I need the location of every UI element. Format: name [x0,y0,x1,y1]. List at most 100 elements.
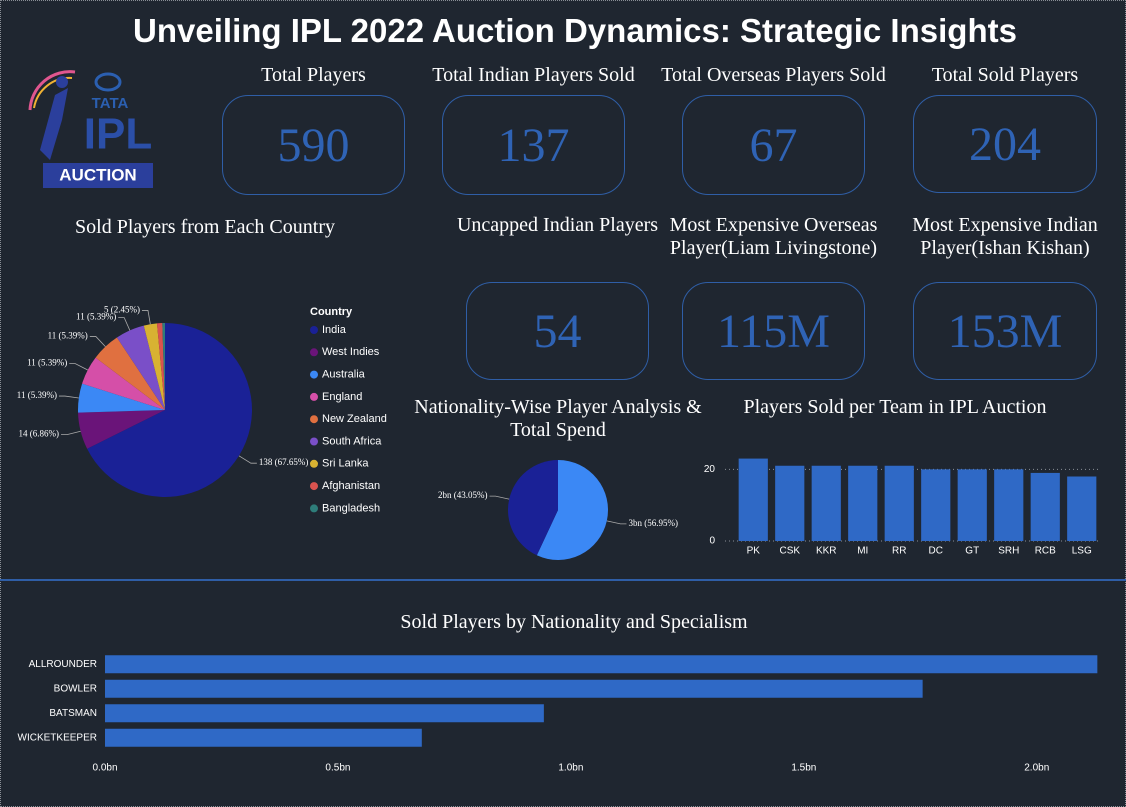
kpi-card: 137 [442,95,625,195]
y-tick-label: WICKETKEEPER [18,732,97,743]
bar [775,465,805,541]
bar [811,465,841,541]
kpi-title: Total Indian Players Sold [432,64,635,86]
pie-slice [87,323,253,497]
legend-swatch [310,392,318,401]
leader-line [58,395,79,399]
legend-swatch [310,415,318,424]
pie-slice [95,337,165,410]
pie-slice [116,325,165,410]
leader-line [69,363,88,371]
logo-band [43,163,153,188]
y-tick-label: BOWLER [54,683,97,694]
chart-title: Sold Players by Nationality and Speciali… [400,611,748,633]
y-tick-label: BATSMAN [49,708,97,719]
legend-label: India [322,324,347,336]
y-tick-label: 20 [704,464,716,475]
kpi-title: Uncapped Indian Players [456,214,659,236]
logo-league: IPL [84,110,152,159]
kpi-title: Total Players [261,64,366,86]
logo-head [56,76,68,88]
legend-label: Afghanistan [322,480,380,492]
bar [884,465,914,541]
pie-slice [508,460,558,556]
leader-line [89,336,106,347]
bar [994,469,1024,541]
data-label: 11 (5.39%) [76,312,116,322]
leader-line [606,520,627,525]
x-tick-label: RCB [1035,546,1056,557]
x-tick-label: PK [747,546,761,557]
logo: TATA IPL AUCTION [28,70,153,188]
x-tick-label: SRH [998,546,1019,557]
legend-label: New Zealand [322,413,387,425]
data-label: 11 (5.39%) [27,358,67,368]
legend-swatch [310,504,318,513]
kpi-title: Most Expensive Indian Player(Ishan Kisha… [912,214,1098,259]
legend-swatch [310,482,318,491]
pie-slice [156,323,165,410]
bar [105,704,544,723]
bar [1067,476,1097,541]
x-tick-label: KKR [816,546,837,557]
leader-line [238,455,257,464]
chart-title: Players Sold per Team in IPL Auction [743,396,1047,418]
x-tick-label: CSK [779,546,800,557]
y-tick-label: 0 [709,536,715,547]
legend-label: Australia [322,369,366,381]
pie-slice [536,460,609,560]
x-tick-label: 2.0bn [1024,763,1049,774]
kpi-title: Total Overseas Players Sold [661,64,886,86]
logo-brand: TATA [92,95,129,112]
leader-line [118,317,131,331]
bar [848,465,878,541]
x-tick-label: GT [965,546,979,557]
data-label: 138 (67.65%) [259,457,309,467]
legend-label: South Africa [322,435,382,447]
kpi-card: 204 [913,95,1097,193]
data-label: 5 (2.45%) [104,305,140,315]
pie-slice [78,383,165,413]
data-label: 11 (5.39%) [17,390,57,400]
legend-swatch [310,370,318,379]
x-tick-label: 1.5bn [791,763,816,774]
data-label: 14 (6.86%) [19,429,60,439]
pie-slice [143,323,165,410]
bar [105,728,422,747]
bar [921,469,951,541]
pie-slice [82,357,165,410]
x-tick-label: LSG [1072,546,1092,557]
bar [1030,472,1060,541]
x-tick-label: 0.5bn [325,763,350,774]
logo-arc [28,70,76,111]
leader-line [61,430,81,436]
kpi-title: Most Expensive Overseas Player(Liam Livi… [669,214,878,259]
legend-label: Sri Lanka [322,458,369,470]
legend-swatch [310,348,318,357]
legend-swatch [310,459,318,468]
bar [957,469,987,541]
legend-label: England [322,391,362,403]
kpi-card: 115M [682,282,865,380]
legend-swatch [310,437,318,446]
legend-title: Country [310,306,353,318]
chart-title: Sold Players from Each Country [75,216,335,238]
legend-label: West Indies [322,346,380,358]
data-label: 3bn (56.95%) [628,518,678,528]
page-title: Unveiling IPL 2022 Auction Dynamics: Str… [133,12,1017,49]
x-tick-label: 1.0bn [558,763,583,774]
data-label: 11 (5.39%) [48,330,88,340]
logo-tata-mark [94,72,122,92]
kpi-card: 153M [913,282,1097,380]
kpi-card: 590 [222,95,405,195]
legend-label: Bangladesh [322,502,380,514]
legend-swatch [310,326,318,334]
x-tick-label: 0.0bn [92,763,117,774]
pie-slice [78,410,165,449]
bar [105,679,923,698]
kpi-card: 67 [682,95,865,195]
kpi-card: 54 [466,282,649,380]
pie-slice [162,323,165,410]
x-tick-label: RR [892,546,906,557]
